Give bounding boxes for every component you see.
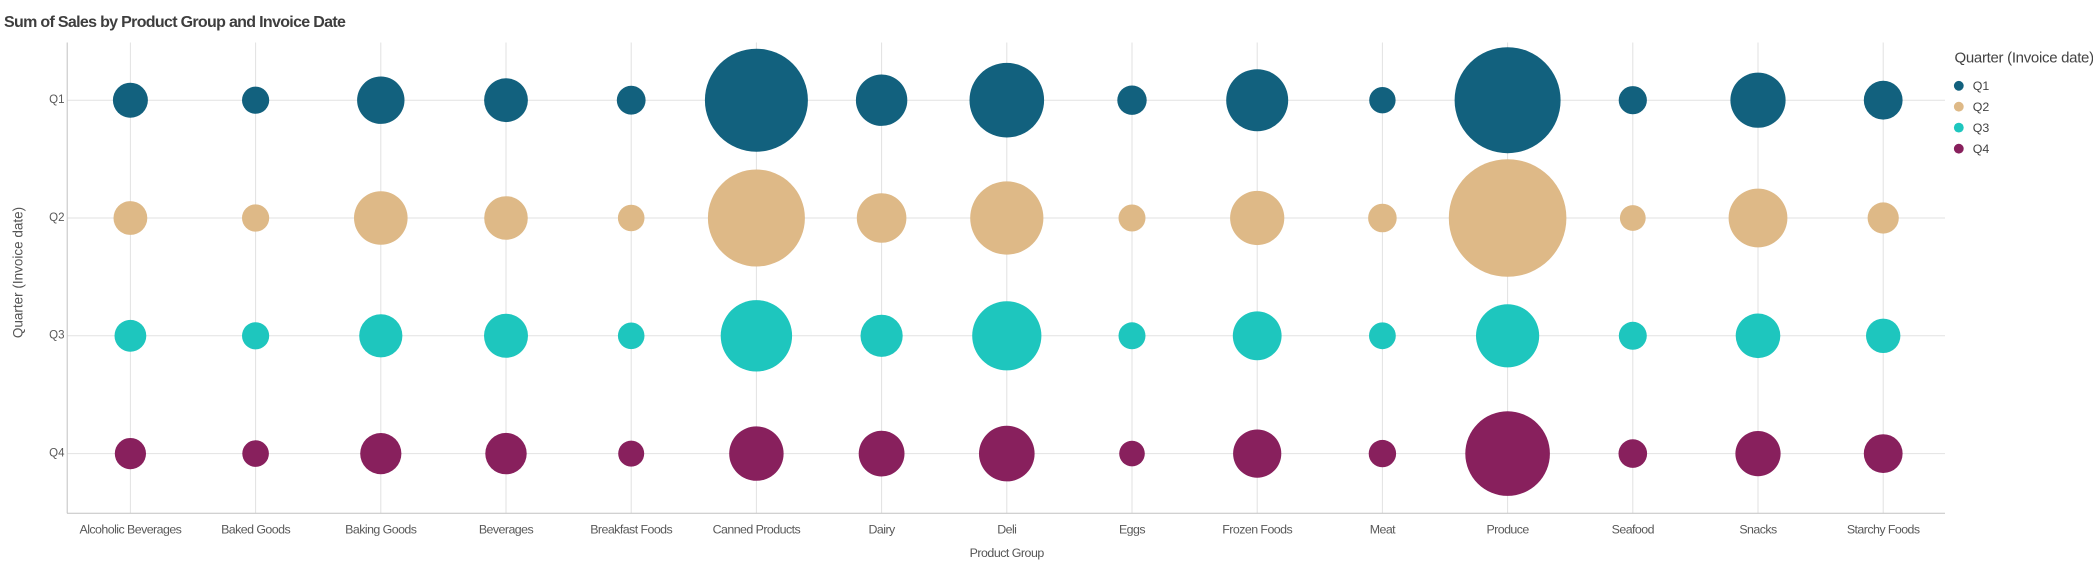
svg-text:Quarter (Invoice date): Quarter (Invoice date)	[11, 207, 26, 338]
svg-text:Q3: Q3	[1973, 121, 1990, 135]
svg-text:Product Group: Product Group	[970, 546, 1045, 560]
svg-text:Meat: Meat	[1370, 523, 1396, 537]
svg-text:Baked Goods: Baked Goods	[221, 523, 290, 537]
svg-text:Q1: Q1	[1973, 79, 1990, 93]
svg-text:Deli: Deli	[997, 523, 1016, 537]
svg-text:Sum of Sales by Product Group: Sum of Sales by Product Group and Invoic…	[4, 14, 346, 31]
svg-text:Snacks: Snacks	[1739, 523, 1777, 537]
svg-text:Eggs: Eggs	[1119, 523, 1145, 537]
svg-text:Q2: Q2	[49, 212, 64, 224]
svg-text:Frozen Foods: Frozen Foods	[1222, 523, 1292, 537]
svg-text:Beverages: Beverages	[479, 523, 534, 537]
svg-text:Starchy Foods: Starchy Foods	[1847, 523, 1920, 537]
svg-text:Q1: Q1	[49, 94, 64, 106]
svg-text:Dairy: Dairy	[869, 523, 897, 537]
svg-text:Breakfast Foods: Breakfast Foods	[590, 523, 672, 537]
svg-text:Q4: Q4	[1973, 142, 1990, 156]
svg-text:Q3: Q3	[49, 330, 64, 342]
svg-text:Canned Products: Canned Products	[713, 523, 801, 537]
svg-text:Q4: Q4	[49, 448, 65, 460]
svg-text:Q2: Q2	[1973, 100, 1990, 114]
svg-text:Seafood: Seafood	[1612, 523, 1655, 537]
svg-text:Quarter (Invoice date): Quarter (Invoice date)	[1955, 50, 2093, 67]
svg-text:Baking Goods: Baking Goods	[345, 523, 417, 537]
svg-text:Produce: Produce	[1486, 523, 1529, 537]
svg-text:Alcoholic Beverages: Alcoholic Beverages	[79, 523, 181, 537]
